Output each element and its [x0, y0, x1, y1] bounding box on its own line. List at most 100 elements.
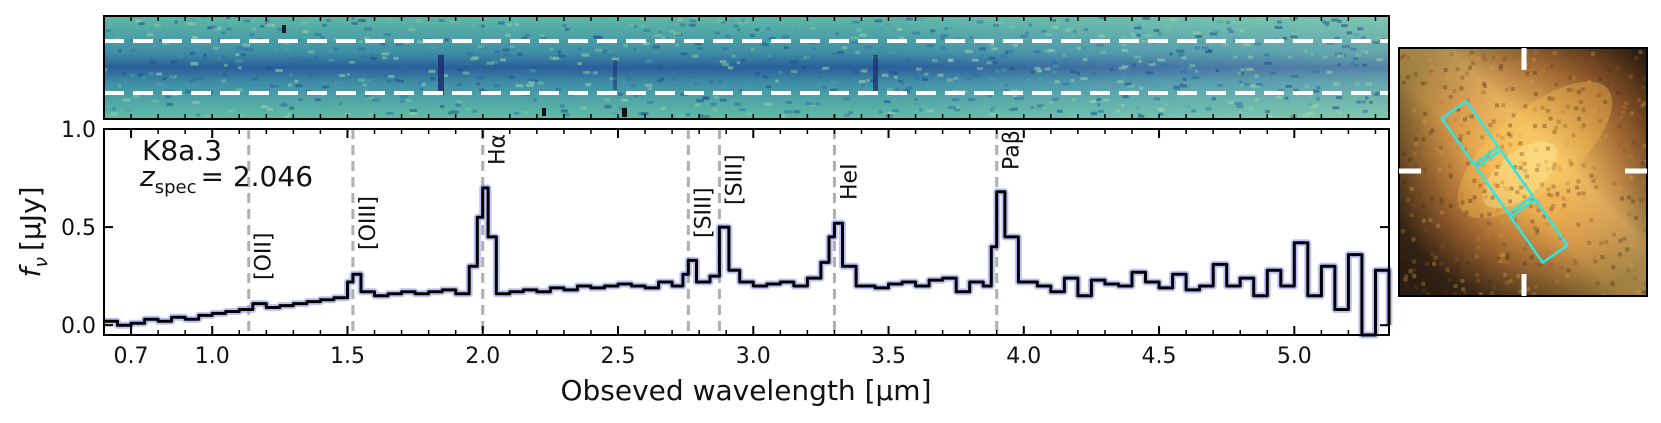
- cutout-pixel: [1549, 207, 1554, 212]
- spec2d-pixel: [533, 98, 537, 102]
- spec2d-pixel: [302, 30, 309, 34]
- object-name: K8a.3: [142, 134, 222, 167]
- cutout-pixel: [1428, 73, 1433, 78]
- spec2d-pixel: [1100, 50, 1107, 54]
- cutout-pixel: [1554, 82, 1559, 87]
- spec2d-pixel: [1233, 55, 1238, 59]
- spec2d-pixel: [956, 60, 963, 64]
- cutout-pixel: [1458, 137, 1462, 142]
- cutout-pixel: [1594, 108, 1598, 113]
- spec2d-pixel: [1097, 109, 1104, 113]
- cutout-pixel: [1404, 283, 1409, 288]
- spec2d-pixel: [617, 92, 623, 96]
- cutout-pixel: [1579, 105, 1584, 110]
- cutout-pixel: [1544, 66, 1549, 71]
- cutout-pixel: [1634, 55, 1639, 60]
- spec2d-pixel: [1091, 110, 1097, 114]
- cutout-pixel: [1428, 58, 1433, 63]
- spec2d-pixel: [260, 24, 264, 28]
- cutout-pixel: [1400, 255, 1405, 260]
- cutout-pixel: [1474, 277, 1479, 282]
- spec2d-pixel: [685, 113, 691, 117]
- spec2d-pixel: [613, 111, 618, 115]
- spec2d-pixel: [755, 28, 760, 32]
- spec2d-pixel: [111, 32, 116, 36]
- cutout-pixel: [1478, 183, 1483, 188]
- cutout-pixel: [1449, 52, 1454, 57]
- spec2d-pixel: [988, 44, 996, 48]
- cutout-pixel: [1631, 199, 1636, 204]
- spec2d-pixel: [369, 53, 373, 57]
- spec2d-pixel: [1180, 84, 1187, 88]
- cutout-pixel: [1509, 186, 1514, 191]
- spec2d-pixel: [910, 72, 916, 76]
- cutout-pixel: [1527, 73, 1532, 77]
- spec2d-pixel: [428, 69, 436, 73]
- spec2d-pixel: [989, 112, 997, 116]
- spec2d-pixel: [421, 83, 426, 86]
- spec2d-pixel: [859, 80, 866, 83]
- spec2d-pixel: [711, 103, 717, 106]
- spec2d-pixel: [156, 82, 165, 86]
- spec2d-pixel: [1306, 111, 1315, 115]
- spec2d-pixel: [1216, 20, 1224, 24]
- cutout-pixel: [1481, 90, 1486, 95]
- spec2d-pixel: [175, 55, 179, 59]
- cutout-pixel: [1511, 113, 1516, 118]
- cutout-pixel: [1544, 159, 1548, 164]
- spec2d-pixel: [739, 88, 744, 92]
- spec2d-pixel: [1316, 97, 1320, 101]
- spec2d-pixel: [830, 100, 835, 104]
- spec2d-pixel: [1358, 100, 1367, 104]
- cutout-pixel: [1411, 237, 1416, 242]
- cutout-pixel: [1426, 292, 1431, 297]
- cutout-pixel: [1409, 201, 1414, 206]
- spec2d-pixel: [968, 98, 976, 101]
- spec2d-pixel: [374, 111, 378, 115]
- cutout-pixel: [1565, 137, 1570, 142]
- spec2d-pixel: [562, 113, 570, 117]
- spec2d-pixel: [841, 46, 848, 50]
- cutout-pixel: [1469, 114, 1474, 119]
- cutout-pixel: [1590, 59, 1595, 64]
- x-tick-label: 1.5: [330, 344, 365, 369]
- cutout-pixel: [1408, 157, 1412, 162]
- spec2d-pixel: [851, 41, 860, 45]
- spec2d-pixel: [268, 63, 275, 67]
- cutout-pixel: [1587, 240, 1592, 245]
- spec2d-pixel: [698, 114, 704, 118]
- spec2d-pixel: [633, 47, 637, 51]
- spec2d-pixel: [1027, 78, 1032, 82]
- spec2d-pixel: [854, 70, 858, 74]
- cutout-pixel: [1581, 108, 1586, 113]
- spec2d-pixel: [111, 107, 117, 111]
- cutout-pixel: [1565, 53, 1570, 58]
- cutout-pixel: [1430, 178, 1435, 182]
- spec2d-pixel: [830, 88, 837, 92]
- spec2d-pixel: [919, 108, 923, 112]
- cutout-pixel: [1534, 262, 1539, 267]
- spec2d-pixel: [1030, 105, 1034, 109]
- spec2d-pixel: [508, 76, 515, 79]
- spec2d-pixel: [1242, 43, 1251, 47]
- spec2d-pixel: [1354, 63, 1359, 67]
- spec2d-pixel: [1072, 98, 1076, 102]
- spec2d-pixel: [264, 19, 270, 23]
- cutout-pixel: [1540, 182, 1545, 187]
- spec2d-pixel: [784, 110, 793, 114]
- spec2d-pixel: [1125, 82, 1132, 86]
- spec2d-pixel: [1161, 63, 1169, 67]
- cutout-pixel: [1455, 67, 1460, 72]
- cutout-pixel: [1419, 169, 1424, 173]
- cutout-pixel: [1414, 72, 1418, 77]
- cutout-pixel: [1570, 87, 1575, 92]
- cutout-pixel: [1535, 230, 1540, 235]
- spec2d-pixel: [254, 77, 258, 81]
- cutout-pixel: [1499, 64, 1503, 69]
- spec2d-pixel: [515, 84, 524, 88]
- spec2d-pixel: [1332, 106, 1340, 110]
- cutout-pixel: [1575, 185, 1580, 190]
- spec2d-pixel: [1121, 65, 1129, 69]
- cutout-pixel: [1408, 269, 1413, 274]
- cutout-pixel: [1439, 201, 1444, 206]
